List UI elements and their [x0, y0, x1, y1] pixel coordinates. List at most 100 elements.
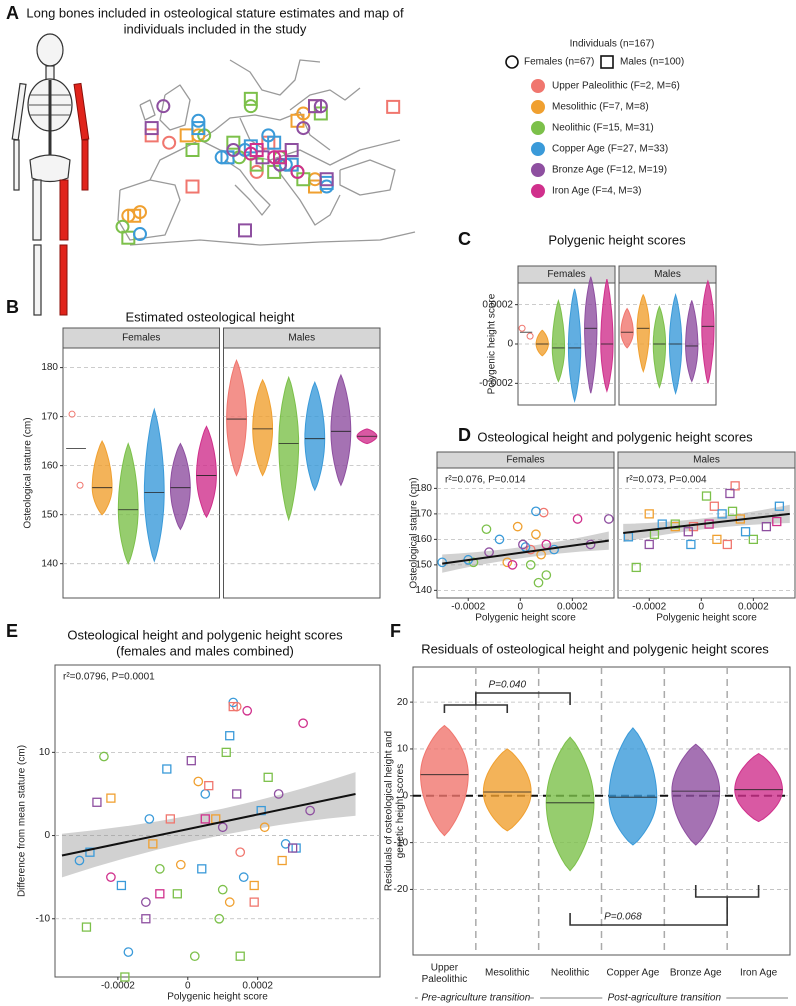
y-tick-label: 140 [41, 558, 58, 569]
y-tick-label: 20 [397, 697, 409, 708]
violin [330, 373, 352, 487]
footnote: Pre-agriculture transition [421, 993, 530, 1004]
x-tick-label: 0 [518, 602, 524, 613]
point [155, 889, 165, 899]
point [644, 509, 654, 519]
legend-marker [531, 100, 545, 114]
annotation: P=0.040 [488, 680, 526, 691]
point [468, 557, 479, 568]
facet-strip [617, 451, 796, 469]
map-point [319, 172, 334, 187]
point [116, 880, 127, 891]
map-point [191, 121, 206, 136]
map-point [238, 223, 252, 238]
violin [545, 736, 595, 872]
legend-label: Upper Paleolithic (F=2, M=6) [552, 81, 680, 92]
annotation: r²=0.073, P=0.004 [626, 475, 707, 486]
plot-panel [617, 467, 796, 599]
facet-label: Males [288, 333, 315, 344]
facet-label: Males [654, 269, 681, 280]
violin [600, 278, 614, 393]
y-tick-label: -10 [36, 913, 51, 924]
map-point [243, 91, 258, 106]
legend-label: Copper Age (F=27, M=33) [552, 144, 668, 155]
point [123, 947, 134, 957]
chart-title: Polygenic height scores [548, 232, 686, 247]
x-tick-label: Upper Paleolithic [422, 962, 468, 985]
y-tick-label: 0.0002 [482, 299, 513, 310]
point [518, 539, 528, 550]
plot-panel [54, 664, 381, 978]
map-point [226, 143, 241, 157]
point [99, 751, 109, 762]
y-tick-label: 150 [41, 509, 58, 520]
panel-letter: E [6, 621, 18, 641]
legend-label: Males (n=100) [620, 57, 684, 68]
text-line: Residuals of osteological height and [383, 731, 394, 891]
x-axis-label: Polygenic height score [167, 992, 268, 1003]
facet-label: Females [506, 455, 544, 466]
skeleton [11, 33, 90, 316]
point [531, 506, 541, 517]
y-axis-label: Osteological stature (cm) [23, 417, 34, 528]
map-point [243, 99, 258, 114]
point [748, 534, 759, 545]
map-point [296, 121, 311, 136]
map-point [133, 227, 147, 242]
point [74, 855, 85, 866]
point [193, 776, 204, 787]
map-point [185, 179, 200, 194]
point [186, 756, 196, 766]
legend-label: Mesolithic (F=7, M=8) [552, 102, 649, 113]
point [92, 797, 102, 807]
point [761, 521, 772, 532]
violin [734, 753, 784, 823]
plot-panel [436, 467, 615, 599]
violin [636, 294, 650, 374]
text-line: genetic height scores [394, 764, 405, 859]
y-tick-label: 140 [415, 585, 432, 596]
x-tick-label: 0.0002 [557, 602, 588, 613]
point [120, 972, 130, 982]
y-tick-label: 170 [41, 411, 58, 422]
y-tick-label: -0.0002 [479, 378, 513, 389]
y-tick-label: 0 [44, 830, 50, 841]
bracket [443, 692, 571, 713]
point [263, 772, 273, 782]
violin [143, 407, 165, 563]
violin [304, 380, 326, 492]
point [217, 822, 228, 833]
text-line: Paleolithic [422, 973, 468, 984]
violin [551, 298, 566, 383]
point [197, 864, 207, 874]
violin [226, 358, 248, 477]
legend-marker [600, 55, 614, 69]
point [154, 863, 165, 874]
point [224, 897, 235, 907]
y-tick-label: -20 [394, 884, 409, 895]
facet-label: Females [122, 333, 160, 344]
point [277, 855, 287, 866]
chart-title: Residuals of osteological height and pol… [421, 641, 769, 656]
point [525, 560, 536, 570]
panel-letter: F [390, 621, 401, 641]
point [148, 839, 158, 849]
point [249, 897, 259, 907]
violin [419, 724, 469, 837]
point [722, 539, 732, 550]
facet-label: Males [693, 455, 720, 466]
point [603, 514, 614, 524]
violin [685, 300, 699, 383]
point [502, 557, 513, 568]
point [631, 562, 641, 573]
point [774, 501, 785, 511]
point [683, 527, 693, 537]
violin [195, 425, 217, 519]
point [287, 843, 298, 853]
point [494, 534, 505, 545]
point [242, 705, 253, 716]
violin [584, 276, 598, 394]
point [725, 488, 735, 499]
chart-title: Osteological height and polygenic height… [477, 429, 753, 444]
